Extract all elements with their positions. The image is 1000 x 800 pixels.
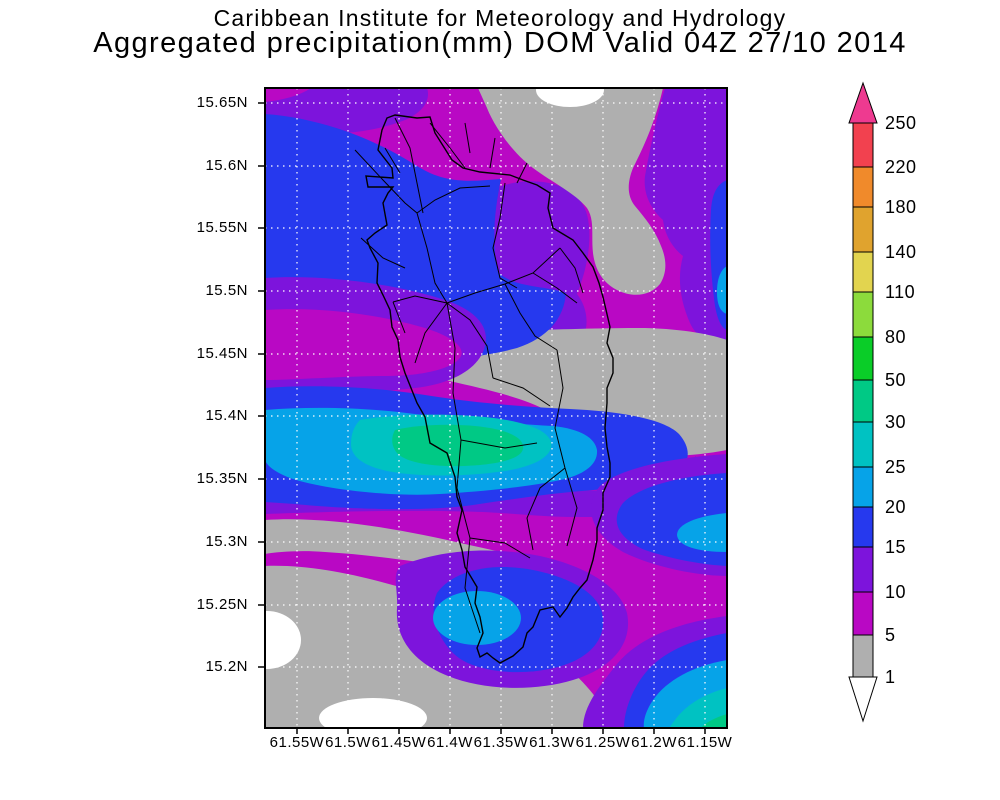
y-tick-label: 15.4N (205, 407, 248, 424)
x-tick-label: 61.5W (325, 734, 371, 751)
x-tick-label: 61.3W (529, 734, 575, 751)
colorbar-value-label: 80 (885, 327, 906, 347)
river-lines (354, 117, 584, 634)
map-border (264, 87, 728, 729)
colorbar-segment (852, 251, 874, 293)
colorbar-segment (852, 591, 874, 636)
colorbar-value-label: 30 (885, 412, 906, 432)
colorbar-segment (852, 166, 874, 208)
colorbar-bottom-arrow (848, 676, 878, 723)
colorbar-segment (852, 379, 874, 423)
y-tick-label: 15.35N (196, 470, 248, 487)
colorbar: 250 220 180 140 110 80 50 30 25 20 15 10 5 1 (848, 81, 917, 723)
colorbar-segment (852, 634, 874, 678)
x-tick-label: 61.4W (427, 734, 473, 751)
colorbar-segment (852, 466, 874, 508)
colorbar-value-label: 15 (885, 537, 906, 557)
x-tick-label: 61.55W (269, 734, 325, 751)
colorbar-value-label: 50 (885, 370, 906, 390)
page-title: Caribbean Institute for Meteorology and … (213, 5, 787, 31)
page-subtitle: Aggregated precipitation(mm) DOM Valid 0… (93, 27, 907, 59)
colorbar-value-label: 5 (885, 625, 896, 645)
y-tick-label: 15.5N (205, 282, 248, 299)
colorbar-value-label: 220 (885, 157, 917, 177)
y-tick-label: 15.25N (196, 596, 248, 613)
colorbar-value-label: 180 (885, 197, 917, 217)
colorbar-segment (852, 122, 874, 168)
colorbar-value-label: 110 (885, 282, 915, 302)
x-tick-label: 61.45W (371, 734, 427, 751)
colorbar-value-label: 250 (885, 113, 917, 133)
colorbar-segment (852, 421, 874, 468)
colorbar-value-label: 1 (885, 667, 896, 687)
colorbar-top-arrow (848, 81, 878, 124)
y-tick-label: 15.65N (196, 94, 248, 111)
x-tick-label: 61.2W (631, 734, 677, 751)
colorbar-value-label: 20 (885, 497, 906, 517)
axis-ticks (258, 102, 706, 734)
precip-map-canvas (258, 87, 728, 734)
y-tick-label: 15.45N (196, 345, 248, 362)
precip-field (265, 88, 727, 728)
colorbar-segment (852, 506, 874, 548)
colorbar-value-label: 10 (885, 582, 906, 602)
colorbar-value-label: 140 (885, 242, 917, 262)
island-outline (365, 114, 614, 664)
y-tick-label: 15.2N (205, 658, 248, 675)
colorbar-value-label: 25 (885, 457, 906, 477)
colorbar-segment (852, 206, 874, 253)
y-tick-label: 15.3N (205, 533, 248, 550)
colorbar-segment (852, 546, 874, 593)
colorbar-segment (852, 291, 874, 338)
x-tick-label: 61.25W (575, 734, 631, 751)
y-tick-label: 15.55N (196, 219, 248, 236)
colorbar-labels: 250 220 180 140 110 80 50 30 25 20 15 10 5 1 (885, 113, 917, 687)
x-tick-label: 61.15W (677, 734, 733, 751)
y-tick-label: 15.6N (205, 157, 248, 174)
map-gridlines (265, 88, 727, 728)
colorbar-segment (852, 336, 874, 381)
x-tick-label: 61.35W (473, 734, 529, 751)
colorbar-segments (852, 122, 874, 678)
